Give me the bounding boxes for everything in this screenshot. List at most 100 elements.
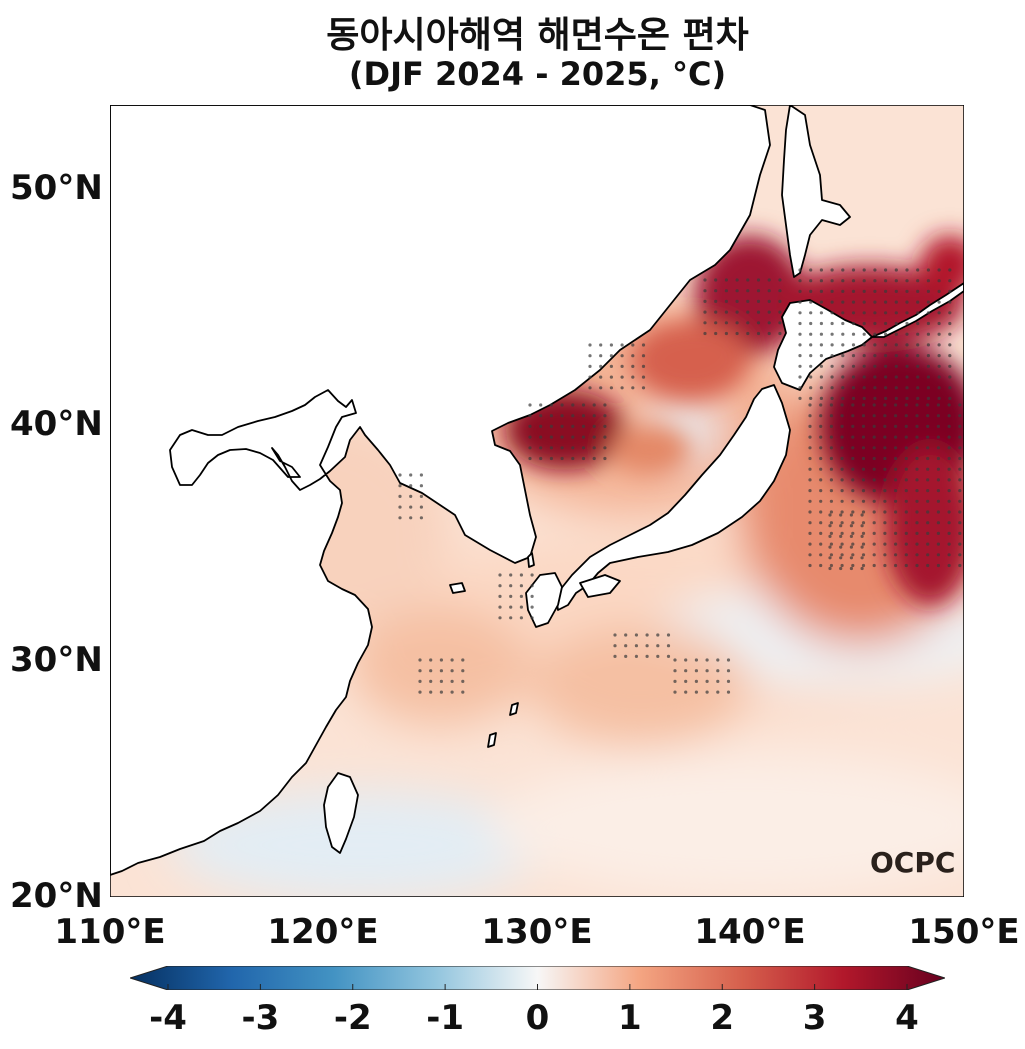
stipple-dot — [530, 605, 534, 609]
stipple-dot — [851, 456, 855, 461]
stipple-dot — [808, 499, 812, 503]
stipple-dot — [851, 332, 856, 336]
stipple-dot — [819, 414, 823, 418]
stipple-dot — [829, 499, 834, 503]
stipple-dot — [861, 446, 866, 450]
stipple-dot — [498, 594, 502, 598]
stipple-dot — [716, 658, 720, 662]
stipple-dot — [894, 332, 898, 336]
stipple-dot — [603, 424, 607, 428]
stipple-dot — [851, 364, 856, 368]
stipple-dot — [851, 311, 856, 315]
stipple-dot — [819, 279, 824, 283]
stipple-dot — [947, 467, 951, 471]
stipple-dot — [656, 633, 660, 637]
jeju — [449, 582, 466, 594]
stipple-dot — [656, 654, 660, 659]
stipple-dot — [894, 456, 898, 461]
stipple-dot — [666, 633, 671, 637]
stipple-dot — [872, 435, 876, 439]
stipple-dot — [905, 289, 909, 293]
stipple-dot — [862, 354, 866, 358]
stipple-dot — [603, 435, 607, 439]
stipple-dot — [809, 364, 813, 368]
stipple-dot — [851, 499, 855, 503]
stipple-dot — [851, 446, 855, 450]
stipple-dot — [894, 386, 898, 390]
stipple-dot — [851, 489, 855, 493]
stipple-dot — [599, 386, 603, 390]
stipple-dot — [560, 424, 564, 428]
stipple-dot — [894, 375, 898, 379]
stipple-dot — [498, 573, 502, 577]
stipple-dot — [861, 553, 866, 557]
stipple-dot — [819, 403, 823, 407]
stipple-dot — [862, 268, 866, 272]
stipple-dot — [530, 594, 534, 598]
stipple-dot — [947, 424, 951, 428]
stipple-dot — [828, 524, 832, 528]
stipple-dot — [592, 424, 596, 428]
stipple-dot — [798, 268, 802, 272]
stipple-dot — [714, 310, 718, 314]
stipple-dot — [873, 332, 877, 336]
stipple-dot — [851, 300, 856, 304]
stipple-dot — [904, 403, 908, 407]
stipple-dot — [620, 343, 624, 347]
stipple-dot — [958, 403, 962, 407]
stipple-dot — [926, 510, 930, 514]
stipple-dot — [851, 553, 855, 557]
stipple-dot — [905, 375, 909, 379]
stipple-dot — [746, 278, 750, 282]
stipple-dot — [948, 289, 952, 293]
stipple-dot — [926, 435, 930, 439]
stipple-dot — [620, 375, 624, 379]
stipple-dot — [539, 414, 543, 418]
stipple-dot — [419, 516, 423, 520]
stipple-dot — [872, 446, 876, 450]
stipple-dot — [735, 299, 739, 303]
stipple-dot — [872, 563, 876, 568]
stipple-dot — [905, 268, 909, 272]
stipple-dot — [915, 403, 919, 407]
stipple-dot — [798, 386, 802, 390]
stipple-dot — [926, 386, 931, 390]
stipple-dot — [894, 467, 898, 471]
stipple-dot — [948, 375, 952, 379]
stipple-dot — [860, 513, 864, 517]
stipple-dot — [808, 446, 812, 450]
stipple-dot — [798, 354, 802, 358]
stipple-dot — [829, 510, 834, 514]
stipple-dot — [840, 563, 844, 568]
stipple-dot — [439, 658, 443, 662]
stipple-dot — [519, 605, 523, 609]
stipple-dot — [937, 396, 941, 400]
stipple-dot — [808, 478, 812, 482]
stipple-dot — [884, 300, 888, 304]
stipple-dot — [641, 343, 646, 347]
stipple-dot — [798, 311, 802, 315]
stipple-dot — [839, 566, 843, 571]
stipple-dot — [819, 521, 823, 525]
stipple-dot — [571, 435, 575, 439]
stipple-dot — [829, 521, 834, 525]
stipple-dot — [883, 424, 887, 428]
stipple-dot — [828, 545, 832, 549]
stipple-dot — [937, 354, 941, 358]
stipple-dot — [904, 478, 908, 482]
stipple-dot — [819, 424, 823, 428]
stipple-dot — [872, 510, 876, 514]
stipple-dot — [915, 414, 919, 418]
stipple-dot — [872, 478, 876, 482]
stipple-dot — [860, 534, 864, 538]
stipple-dot — [830, 279, 834, 283]
stipple-dot — [588, 386, 592, 390]
stipple-dot — [841, 386, 845, 390]
stipple-dot — [883, 446, 887, 450]
stipple-dot — [808, 563, 812, 568]
stipple-dot — [948, 279, 952, 283]
stipple-dot — [937, 332, 941, 336]
stipple-dot — [884, 343, 888, 347]
stipple-dot — [916, 343, 920, 347]
stipple-dot — [861, 563, 866, 568]
